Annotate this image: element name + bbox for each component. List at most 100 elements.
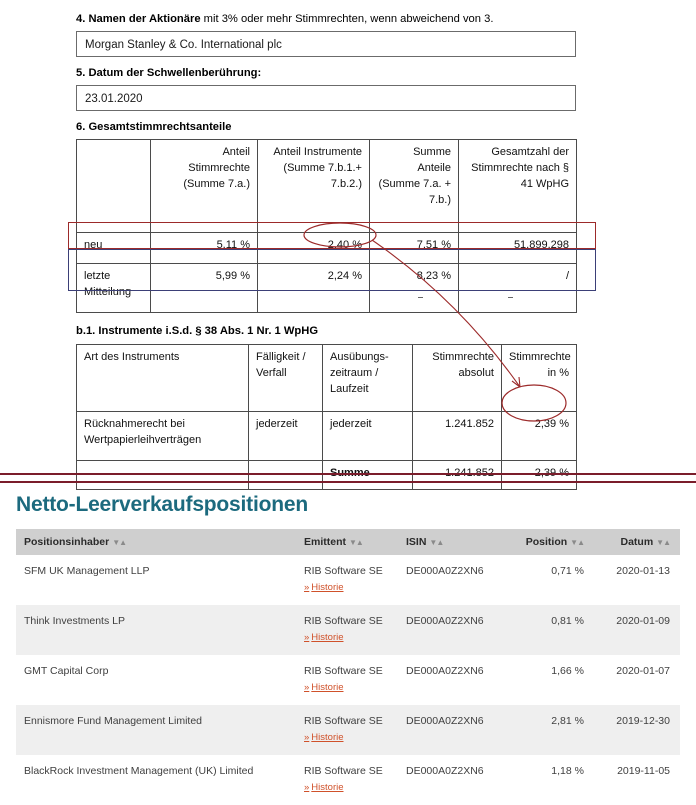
header-line: Stimmrechte [509, 351, 571, 363]
column-label: ISIN [406, 536, 427, 548]
header-line: (Summe 7.a. + [378, 178, 451, 190]
cell-positionsinhaber: SFM UK Management LLP [24, 565, 150, 577]
row-label-neu: neu [76, 232, 151, 264]
cell-neu-anteil-instrumente: 2,40 % [257, 232, 370, 264]
table-row: SFM UK Management LLP RIB Software SE » H… [16, 555, 680, 605]
shareholder-name-field[interactable]: Morgan Stanley & Co. International plc [76, 31, 576, 57]
question-4-number: 4. Namen der Aktionäre [76, 13, 201, 25]
cell-emittent: RIB Software SE » Historie [296, 755, 398, 805]
sort-arrows-icon[interactable]: ▼▲ [349, 538, 364, 547]
instruments-header-row: Art des Instruments Fälligkeit / Verfall… [76, 344, 577, 412]
header-cell-gesamtzahl: Gesamtzahl der Stimmrechte nach § 41 WpH… [458, 139, 577, 233]
header-line: Anteile [417, 162, 451, 174]
issuer-name: RIB Software SE [304, 765, 383, 777]
header-line: 7.b.) [428, 194, 451, 206]
cell-positionsinhaber: Ennismore Fund Management Limited [16, 705, 296, 755]
page-title: Netto-Leerverkaufspositionen [16, 493, 308, 516]
cell-letzte-summe-anteile: 8,23 % [369, 263, 459, 313]
question-5-text: 5. Datum der Schwellenberührung: [76, 67, 262, 79]
row-label-line: letzte [84, 270, 111, 282]
column-label: Emittent [304, 536, 346, 548]
history-label: Historie [311, 732, 344, 743]
column-header-position[interactable]: Position ▼▲ [516, 529, 594, 555]
header-line: Anteil Instrumente [273, 146, 362, 158]
table-row: Ennismore Fund Management Limited RIB So… [16, 705, 680, 755]
cell-stimmrechte-absolut: 1.241.852 [412, 411, 502, 461]
instruments-table: Art des Instruments Fälligkeit / Verfall… [76, 344, 577, 490]
row-label-letzte-mitteilung: letzte Mitteilung [76, 263, 151, 313]
cell-neu-summe-anteile: 7,51 % [369, 232, 459, 264]
cell-neu-gesamtzahl: 51.899.298 [458, 232, 577, 264]
issuer-name: RIB Software SE [304, 565, 383, 577]
header-line: zeitraum / [330, 367, 379, 379]
chevron-right-icon: » [304, 682, 310, 693]
row-label-line: Mitteilung [84, 286, 132, 298]
history-link[interactable]: » Historie [304, 781, 392, 795]
threshold-date-field[interactable]: 23.01.2020 [76, 85, 576, 111]
cell-datum: 2019-11-05 [617, 765, 670, 777]
question-6-text: 6. Gesamtstimmrechtsanteile [76, 121, 232, 133]
cell-line: Wertpapierleihverträgen [84, 434, 202, 446]
header-line: (Summe 7.b.1.+ [283, 162, 362, 174]
history-label: Historie [311, 632, 344, 643]
history-link[interactable]: » Historie [304, 631, 392, 645]
column-header-emittent[interactable]: Emittent ▼▲ [296, 529, 398, 555]
cell-isin: DE000A0Z2XN6 [398, 605, 516, 655]
column-header-isin[interactable]: ISIN ▼▲ [398, 529, 516, 555]
header-line: 7.b.2.) [330, 178, 362, 190]
sort-arrows-icon[interactable]: ▼▲ [656, 538, 671, 547]
header-line: Ausübungs- [330, 351, 389, 363]
header-stimmrechte-absolut: Stimmrechte absolut [412, 344, 502, 412]
cell-positionsinhaber: BlackRock Investment Management (UK) Lim… [24, 765, 254, 777]
issuer-name: RIB Software SE [304, 665, 383, 677]
cell-sum-blank-1 [76, 460, 249, 490]
cell-faelligkeit: jederzeit [248, 411, 323, 461]
table-row: Think Investments LP RIB Software SE » Hi… [16, 605, 680, 655]
chevron-right-icon: » [304, 632, 310, 643]
cell-emittent: RIB Software SE » Historie [296, 655, 398, 705]
chevron-right-icon: » [304, 782, 310, 793]
column-header-positionsinhaber[interactable]: Positionsinhaber ▼▲ [16, 529, 296, 555]
header-ausuebungszeitraum: Ausübungs- zeitraum / Laufzeit [322, 344, 413, 412]
column-header-datum[interactable]: Datum ▼▲ [594, 529, 680, 555]
header-faelligkeit: Fälligkeit / Verfall [248, 344, 323, 412]
table-row-neu: neu 5,11 % 2,40 % 7,51 % 51.899.298 [76, 232, 577, 264]
header-line: Gesamtzahl der [491, 146, 569, 158]
sort-arrows-icon[interactable]: ▼▲ [429, 538, 444, 547]
cell-datum: 2019-12-30 [594, 705, 680, 755]
history-label: Historie [311, 682, 344, 693]
cell-art-des-instruments: Rücknahmerecht bei Wertpapierleihverträg… [76, 411, 249, 461]
question-4-label: 4. Namen der Aktionäre mit 3% oder mehr … [76, 12, 576, 26]
header-stimmrechte-prozent: Stimmrechte in % [501, 344, 577, 412]
cell-ausuebung: jederzeit [322, 411, 413, 461]
table-header-row: Anteil Stimmrechte (Summe 7.a.) Anteil I… [76, 139, 577, 233]
header-line: Stimmrechte nach § [471, 162, 569, 174]
cell-sum-absolut: 1.241.852 [412, 460, 502, 490]
history-label: Historie [311, 782, 344, 793]
history-link[interactable]: » Historie [304, 581, 392, 595]
section-b1-label: b.1. Instrumente i.S.d. § 38 Abs. 1 Nr. … [76, 324, 576, 338]
cell-emittent: RIB Software SE » Historie [296, 555, 398, 605]
table-row-letzte-mitteilung: letzte Mitteilung 5,99 % 2,24 % 8,23 % / [76, 263, 577, 313]
header-line: Stimmrechte [188, 162, 250, 174]
question-4-rest: mit 3% oder mehr Stimmrechten, wenn abwe… [200, 13, 494, 25]
table-row: BlackRock Investment Management (UK) Lim… [16, 755, 680, 805]
header-line: Summe [413, 146, 451, 158]
history-link[interactable]: » Historie [304, 681, 392, 695]
cell-isin: DE000A0Z2XN6 [406, 765, 484, 777]
cell-sum-prozent: 2,39 % [501, 460, 577, 490]
cell-isin: DE000A0Z2XN6 [406, 565, 484, 577]
header-cell-anteil-stimmrechte: Anteil Stimmrechte (Summe 7.a.) [150, 139, 258, 233]
header-cell-anteil-instrumente: Anteil Instrumente (Summe 7.b.1.+ 7.b.2.… [257, 139, 370, 233]
header-line: Fälligkeit / [256, 351, 306, 363]
cell-emittent: RIB Software SE » Historie [296, 605, 398, 655]
cell-datum: 2020-01-13 [616, 565, 670, 577]
disclosure-form-section: 4. Namen der Aktionäre mit 3% oder mehr … [68, 12, 596, 490]
question-5-label: 5. Datum der Schwellenberührung: [76, 66, 576, 80]
history-link[interactable]: » Historie [304, 731, 392, 745]
cell-line: Rücknahmerecht bei [84, 418, 185, 430]
sort-arrows-icon[interactable]: ▼▲ [112, 538, 127, 547]
table-header-row: Positionsinhaber ▼▲ Emittent ▼▲ ISIN ▼▲ Pos… [16, 529, 680, 555]
sort-arrows-icon[interactable]: ▼▲ [570, 538, 585, 547]
cell-position: 1,18 % [551, 765, 584, 777]
